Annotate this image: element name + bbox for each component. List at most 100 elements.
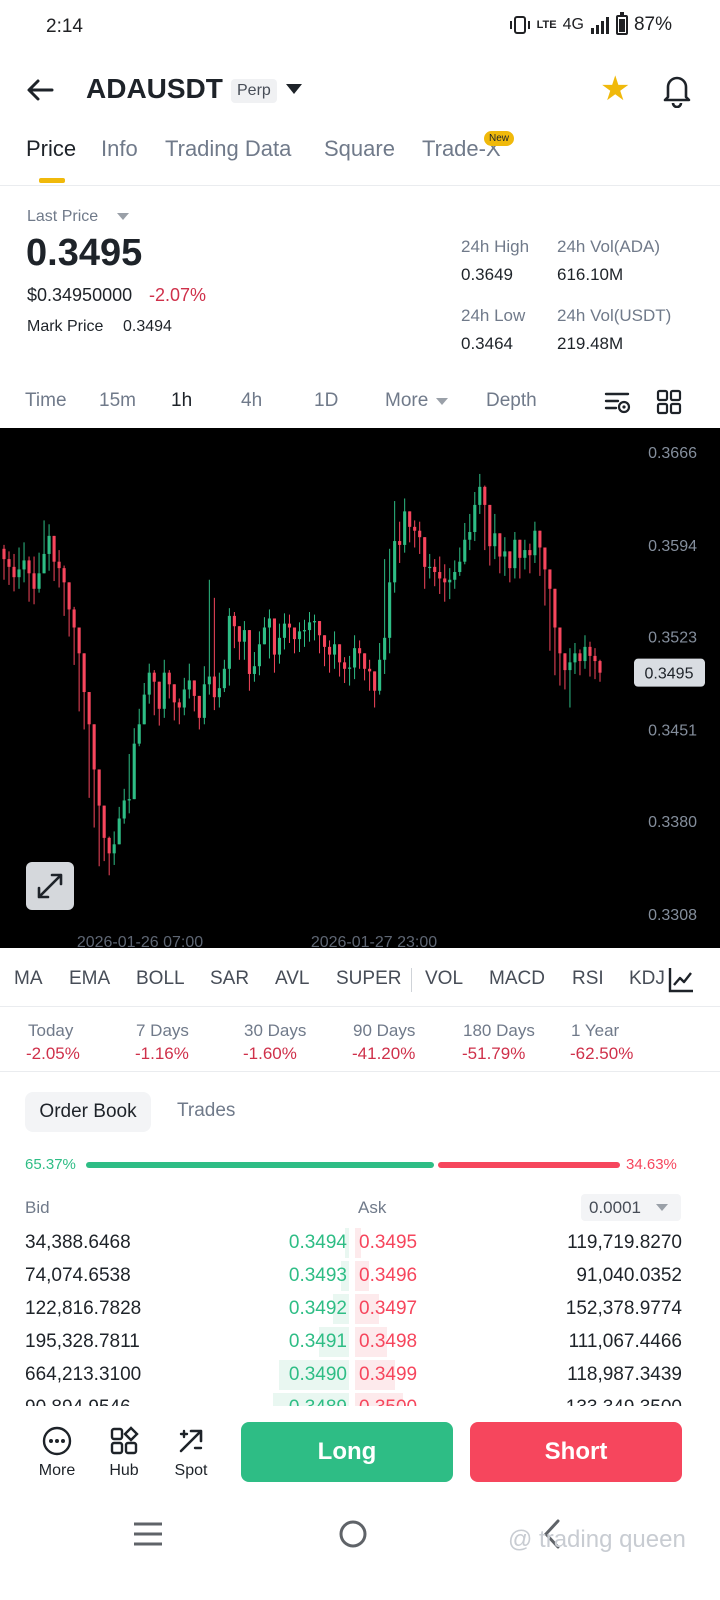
last-price-dropdown-icon[interactable] [117, 213, 129, 220]
symbol-dropdown-icon[interactable] [286, 84, 302, 94]
tab-info[interactable]: Info [101, 136, 138, 161]
indicator-sar[interactable]: SAR [210, 968, 250, 989]
tab-square[interactable]: Square [324, 136, 395, 161]
ask-price[interactable]: 0.3500 [359, 1397, 417, 1406]
timeframe-1d[interactable]: 1D [314, 390, 339, 411]
ask-depth-bar [355, 1327, 387, 1357]
spot-button[interactable]: Spot [160, 1426, 222, 1480]
candle-body [548, 569, 552, 589]
candle-body [37, 573, 41, 589]
hub-grid-icon [110, 1426, 139, 1455]
indicator-boll[interactable]: BOLL [136, 968, 185, 989]
current-price-tag [634, 658, 705, 687]
bid-price[interactable]: 0.3490 [288, 1364, 347, 1385]
chart-settings-icon[interactable] [604, 390, 632, 416]
tab-price[interactable]: Price [26, 136, 77, 161]
bid-depth-bar [333, 1294, 349, 1324]
hub-button[interactable]: Hub [93, 1426, 155, 1480]
perf-90d-label: 90 Days [353, 1021, 416, 1040]
order-book-row[interactable]: 90,894.9546 0.3489 0.3500 133,349.3500 [0, 1391, 720, 1406]
precision-dropdown-icon[interactable] [656, 1204, 668, 1211]
more-button[interactable]: More [26, 1426, 88, 1480]
indicator-vol[interactable]: VOL [425, 968, 464, 989]
indicator-settings-icon[interactable] [667, 966, 695, 994]
candle-body [338, 644, 342, 663]
indicator-macd[interactable]: MACD [489, 968, 545, 989]
bid-depth-bar [319, 1327, 349, 1357]
candle-body [543, 547, 547, 570]
ask-price[interactable]: 0.3498 [359, 1331, 418, 1352]
order-book-row[interactable]: 74,074.6538 0.3493 0.3496 91,040.0352 [0, 1259, 720, 1292]
candle-body [468, 532, 472, 540]
bid-price[interactable]: 0.3493 [288, 1265, 347, 1286]
back-nav-icon[interactable] [540, 1518, 564, 1550]
favorite-star-icon[interactable]: ★ [600, 70, 631, 108]
short-button[interactable]: Short [470, 1422, 682, 1482]
candle-body [307, 622, 312, 631]
timeframe-15m[interactable]: 15m [99, 390, 136, 411]
candle-body [102, 805, 106, 838]
ask-price[interactable]: 0.3495 [359, 1232, 418, 1253]
timeframe-time[interactable]: Time [25, 390, 67, 411]
more-dropdown-icon[interactable] [436, 398, 448, 405]
status-time: 2:14 [46, 16, 83, 37]
bid-price[interactable]: 0.3489 [289, 1397, 347, 1406]
order-book-row[interactable]: 122,816.7828 0.3492 0.3497 152,378.9774 [0, 1292, 720, 1325]
bid-price[interactable]: 0.3494 [288, 1232, 347, 1253]
indicator-super[interactable]: SUPER [336, 968, 402, 989]
mark-price-value: 0.3494 [123, 318, 172, 335]
candle-body [247, 630, 251, 674]
timeframe-depth[interactable]: Depth [486, 390, 537, 411]
x-axis-tick-label: 2026-01-26 07:00 [77, 934, 203, 948]
indicator-kdj[interactable]: KDJ [629, 968, 665, 989]
ask-price[interactable]: 0.3499 [359, 1364, 418, 1385]
candle-body [483, 486, 487, 505]
bell-icon[interactable] [660, 72, 694, 108]
tab-trades[interactable]: Trades [177, 1100, 236, 1121]
candle-body [528, 550, 532, 556]
symbol-title[interactable]: ADAUSDT [86, 73, 223, 104]
indicator-ma[interactable]: MA [14, 968, 43, 989]
candle-body [72, 609, 76, 628]
order-book-row[interactable]: 664,213.3100 0.3490 0.3499 118,987.3439 [0, 1358, 720, 1391]
spot-swap-icon [179, 1429, 203, 1453]
ask-price[interactable]: 0.3497 [359, 1298, 418, 1319]
candle-body [207, 676, 211, 685]
more-label: More [38, 1462, 76, 1479]
perf-1y-label: 1 Year [571, 1021, 620, 1040]
timeframe-4h[interactable]: 4h [241, 390, 263, 411]
tab-trading-data[interactable]: Trading Data [165, 136, 292, 161]
candle-body [27, 560, 31, 574]
home-icon[interactable] [337, 1518, 369, 1550]
tab-order-book[interactable]: Order Book [25, 1092, 151, 1132]
indicator-ema[interactable]: EMA [69, 968, 111, 989]
long-button[interactable]: Long [241, 1422, 453, 1482]
indicator-avl[interactable]: AVL [275, 968, 310, 989]
order-book-table: 34,388.6468 0.3494 0.3495 119,719.8270 7… [0, 1226, 720, 1406]
bid-qty: 122,816.7828 [25, 1298, 142, 1319]
layout-grid-icon[interactable] [656, 389, 682, 415]
order-book-row[interactable]: 195,328.7811 0.3491 0.3498 111,067.4466 [0, 1325, 720, 1358]
last-price-label[interactable]: Last Price [27, 208, 99, 225]
ask-price[interactable]: 0.3496 [359, 1265, 418, 1286]
bid-price[interactable]: 0.3492 [288, 1298, 347, 1319]
candle-body [117, 818, 121, 845]
candle-body [433, 566, 437, 573]
bid-price[interactable]: 0.3491 [288, 1331, 347, 1352]
candlestick-chart[interactable]: 0.3666 0.3594 0.3523 0.3451 0.3380 0.3308 2026… [0, 428, 720, 948]
order-book-row[interactable]: 34,388.6468 0.3494 0.3495 119,719.8270 [0, 1226, 720, 1259]
timeframe-more[interactable]: More [385, 390, 429, 411]
candle-body [443, 578, 447, 583]
candle-body [52, 535, 56, 562]
back-arrow-icon[interactable] [24, 74, 56, 106]
stat-24h-low-value: 0.3464 [461, 334, 513, 353]
recent-apps-icon[interactable] [132, 1520, 164, 1548]
bid-depth-bar [273, 1393, 349, 1406]
bid-depth-bar [345, 1228, 349, 1258]
battery-icon [615, 12, 628, 35]
candle-body [282, 623, 287, 638]
indicator-rsi[interactable]: RSI [572, 968, 604, 989]
timeframe-1h[interactable]: 1h [171, 390, 193, 411]
fullscreen-button[interactable] [26, 862, 74, 910]
chart-canvas[interactable]: 0.3666 0.3594 0.3523 0.3451 0.3380 0.3308 2026… [0, 428, 720, 948]
